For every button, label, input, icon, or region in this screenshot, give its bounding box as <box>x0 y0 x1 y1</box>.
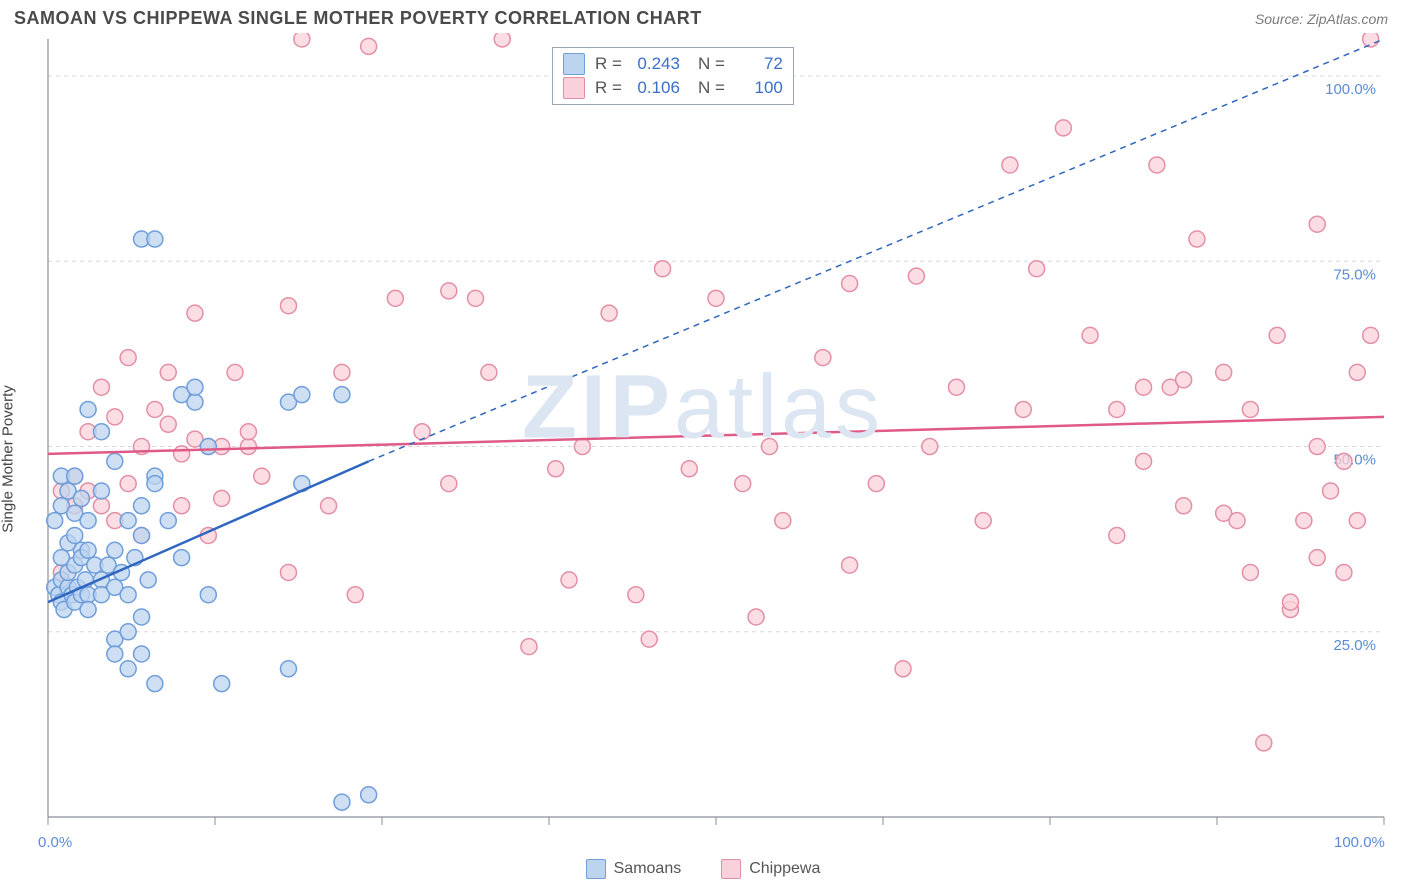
correlation-legend: R = 0.243 N = 72 R = 0.106 N = 100 <box>552 47 794 105</box>
legend-label: Samoans <box>614 860 682 878</box>
x-axis-min-label: 0.0% <box>38 834 72 851</box>
n-label: N = <box>698 78 725 98</box>
chart-title: SAMOAN VS CHIPPEWA SINGLE MOTHER POVERTY… <box>14 8 702 29</box>
swatch-icon <box>563 77 585 99</box>
r-value: 0.106 <box>628 78 680 98</box>
r-value: 0.243 <box>628 54 680 74</box>
chart-header: SAMOAN VS CHIPPEWA SINGLE MOTHER POVERTY… <box>0 0 1406 33</box>
correlation-row: R = 0.106 N = 100 <box>563 76 783 100</box>
legend-label: Chippewa <box>749 860 820 878</box>
y-axis-label: Single Mother Poverty <box>0 385 17 533</box>
swatch-icon <box>721 859 741 879</box>
svg-text:75.0%: 75.0% <box>1333 266 1376 283</box>
series-legend: Samoans Chippewa <box>0 859 1406 879</box>
n-value: 72 <box>731 54 783 74</box>
r-label: R = <box>595 54 622 74</box>
swatch-icon <box>563 53 585 75</box>
chart-container: Single Mother Poverty 25.0%50.0%75.0%100… <box>0 33 1406 885</box>
x-axis-max-label: 100.0% <box>1334 834 1385 851</box>
legend-item-chippewa: Chippewa <box>721 859 820 879</box>
swatch-icon <box>586 859 606 879</box>
svg-text:100.0%: 100.0% <box>1325 81 1376 98</box>
n-label: N = <box>698 54 725 74</box>
scatter-chart: 25.0%50.0%75.0%100.0% <box>0 33 1406 853</box>
r-label: R = <box>595 78 622 98</box>
svg-text:25.0%: 25.0% <box>1333 637 1376 654</box>
n-value: 100 <box>731 78 783 98</box>
chart-source: Source: ZipAtlas.com <box>1255 11 1388 27</box>
legend-item-samoans: Samoans <box>586 859 682 879</box>
correlation-row: R = 0.243 N = 72 <box>563 52 783 76</box>
